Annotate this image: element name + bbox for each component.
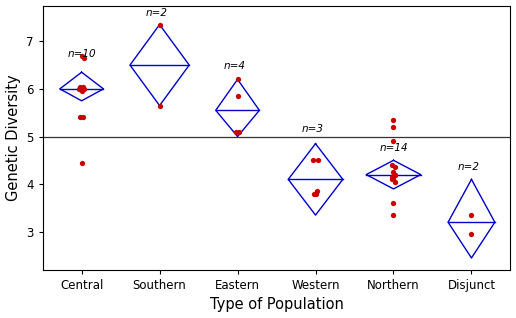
X-axis label: Type of Population: Type of Population (209, 297, 344, 313)
Text: n=10: n=10 (68, 49, 96, 59)
Text: n=2: n=2 (146, 8, 168, 18)
Text: n=3: n=3 (301, 124, 324, 134)
Text: n=4: n=4 (223, 61, 246, 71)
Y-axis label: Genetic Diversity: Genetic Diversity (6, 74, 21, 201)
Text: n=14: n=14 (379, 143, 408, 153)
Text: n=2: n=2 (457, 162, 479, 172)
